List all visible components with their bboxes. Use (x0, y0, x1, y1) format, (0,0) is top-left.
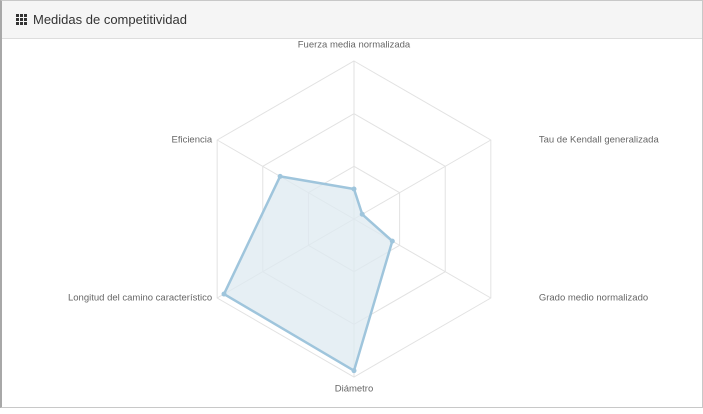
radar-point[interactable] (389, 238, 395, 244)
radar-point[interactable] (359, 211, 365, 217)
radar-chart: Fuerza media normalizada Tau de Kendall g… (68, 40, 659, 395)
radar-axis-label: Eficiencia (171, 135, 212, 146)
radar-axis-label: Longitud del camino característico (68, 293, 212, 304)
radar-axis-label: Diámetro (335, 384, 374, 395)
radar-point[interactable] (221, 291, 227, 297)
radar-chart-area: Fuerza media normalizada Tau de Kendall g… (2, 39, 703, 409)
radar-axis-label: Fuerza media normalizada (298, 40, 411, 51)
radar-axis-line (353, 139, 492, 220)
panel-title: Medidas de competitividad (33, 12, 187, 27)
th-grid-icon (16, 14, 27, 25)
radar-series-area (222, 175, 394, 372)
radar-axis-label: Tau de Kendall generalizada (539, 135, 660, 146)
panel-header: Medidas de competitividad (2, 1, 702, 39)
radar-point[interactable] (351, 186, 357, 192)
radar-axis-labels: Fuerza media normalizada Tau de Kendall g… (68, 40, 659, 395)
radar-series (221, 173, 395, 374)
radar-point[interactable] (277, 173, 283, 179)
radar-axis-label: Grado medio normalizado (539, 293, 648, 304)
radar-point[interactable] (351, 368, 357, 374)
